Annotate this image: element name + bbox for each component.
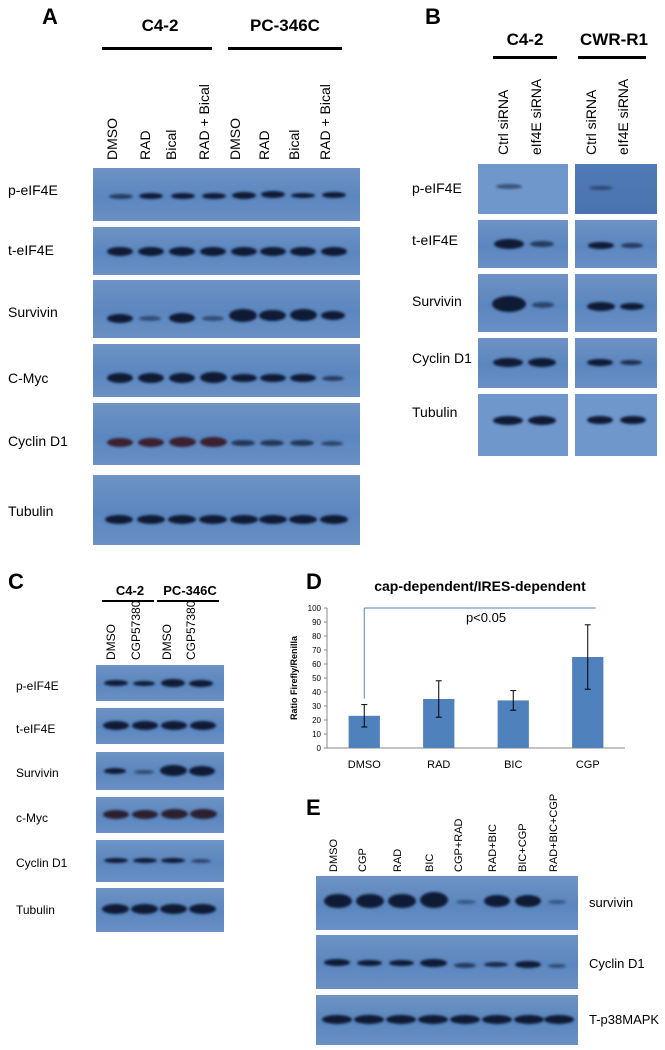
panel-e-lane-label: RAD bbox=[392, 848, 404, 872]
panel-b-blot-c42-p-eif4e bbox=[478, 164, 568, 214]
panel-e-lane-label: RAD+BIC bbox=[487, 824, 499, 872]
y-tick-label: 100 bbox=[308, 604, 322, 613]
panel-a-row-label: p-eIF4E bbox=[8, 182, 58, 198]
panel-b-group-cwr-r1: CWR-R1 bbox=[580, 30, 648, 49]
panel-c-row-label: Survivin bbox=[16, 766, 59, 780]
panel-a-group-pc346c: PC-346C bbox=[250, 16, 320, 35]
chart-title: cap-dependent/IRES-dependent bbox=[374, 578, 586, 594]
panel-c-blot-survivin bbox=[96, 752, 224, 790]
panel-e-lane-label: CGP bbox=[357, 848, 369, 872]
panel-a-row-label: Survivin bbox=[8, 304, 58, 320]
panel-e-blot-cyclin-d1 bbox=[316, 935, 578, 989]
panel-e-row-label: T-p38MAPK bbox=[589, 1012, 660, 1027]
panel-b-blot-c42-tubulin bbox=[478, 394, 568, 456]
panel-e-row-label: survivin bbox=[589, 895, 634, 910]
panel-c-row-label: c-Myc bbox=[16, 811, 48, 825]
panel-c-row-label: t-eIF4E bbox=[16, 722, 56, 736]
y-tick-label: 60 bbox=[312, 660, 321, 669]
panel-b-blot-c42-t-eif4e bbox=[478, 220, 568, 268]
panel-a-blot-p-eif4e bbox=[93, 168, 360, 221]
panel-c-underline-c42 bbox=[102, 600, 154, 602]
panel-c-blot-cyclin-d1 bbox=[96, 840, 224, 882]
panel-b-group-c42: C4-2 bbox=[506, 30, 544, 49]
panel-a-blot-cyclin-d1 bbox=[93, 403, 360, 465]
panel-a-blot-c-myc bbox=[93, 344, 360, 397]
panel-a-blot-survivin bbox=[93, 280, 360, 338]
panel-e-letter: E bbox=[306, 795, 321, 820]
panel-c-letter: C bbox=[8, 569, 24, 594]
panel-e-lane-label: BIC+CGP bbox=[517, 823, 529, 872]
panel-a-row-label: Cyclin D1 bbox=[8, 433, 68, 449]
p-value-annotation: p<0.05 bbox=[466, 610, 506, 625]
panel-c-row-label: p-eIF4E bbox=[16, 679, 59, 693]
y-tick-label: 70 bbox=[312, 646, 321, 655]
x-category-label: CGP bbox=[576, 759, 600, 771]
panel-b-row-label: Survivin bbox=[412, 293, 462, 309]
panel-c-group-c42: C4-2 bbox=[115, 583, 145, 598]
panel-b-blot-cwr-cyclin-d1 bbox=[575, 338, 657, 388]
panel-b-row-label: Tubulin bbox=[412, 404, 458, 420]
y-tick-label: 50 bbox=[312, 674, 321, 683]
y-tick-label: 90 bbox=[312, 618, 321, 627]
panel-c-row-label: Cyclin D1 bbox=[16, 856, 68, 870]
y-tick-label: 0 bbox=[317, 744, 322, 753]
panel-b-blot-cwr-p-eif4e bbox=[575, 164, 657, 214]
panel-a-underline-c42 bbox=[102, 47, 212, 50]
panel-b-row-label: p-eIF4E bbox=[412, 180, 462, 196]
y-tick-label: 30 bbox=[312, 702, 321, 711]
panel-c-row-label: Tubulin bbox=[16, 903, 55, 917]
panel-e-lane-label: BIC bbox=[424, 853, 436, 872]
panel-b-row-label: t-eIF4E bbox=[412, 232, 458, 248]
panel-c-underline-pc346c bbox=[157, 600, 219, 602]
panel-b-row-label: Cyclin D1 bbox=[412, 350, 472, 366]
panel-e-lane-label: CGP+RAD bbox=[453, 818, 465, 873]
panel-b-blot-c42-survivin bbox=[478, 274, 568, 332]
x-category-label: DMSO bbox=[348, 759, 381, 771]
x-category-label: RAD bbox=[427, 759, 450, 771]
y-axis-label: Ratio Firefly/Renilla bbox=[289, 635, 299, 720]
panel-b-blot-c42-cyclin-d1 bbox=[478, 338, 568, 388]
y-tick-label: 10 bbox=[312, 730, 321, 739]
panel-c-blot-t-eif4e bbox=[96, 708, 224, 744]
panel-b-blot-cwr-t-eif4e bbox=[575, 220, 657, 268]
panel-b-letter: B bbox=[425, 4, 441, 29]
panel-d-letter: D bbox=[306, 569, 322, 594]
panel-a-row-label: C-Myc bbox=[8, 370, 49, 386]
panel-a-group-c42: C4-2 bbox=[141, 16, 179, 35]
panel-e-lane-label: DMSO bbox=[328, 839, 340, 872]
y-tick-label: 40 bbox=[312, 688, 321, 697]
panel-e-blot-t-p38mapk bbox=[316, 995, 578, 1045]
y-tick-label: 80 bbox=[312, 632, 321, 641]
panel-c-blot-c-myc bbox=[96, 797, 224, 833]
panel-c-group-pc346c: PC-346C bbox=[163, 583, 217, 598]
panel-e-blot-survivin bbox=[316, 876, 578, 930]
panel-a-blot-t-eif4e bbox=[93, 227, 360, 275]
panel-c-blot-p-eif4e bbox=[96, 665, 224, 701]
panel-a-blot-tubulin bbox=[93, 475, 360, 545]
panel-a-row-label: t-eIF4E bbox=[8, 242, 54, 258]
panel-b-underline-cwr-r1 bbox=[578, 56, 646, 59]
panel-e-lane-label: RAD+BIC+CGP bbox=[548, 793, 560, 872]
panel-c-blot-tubulin bbox=[96, 888, 224, 932]
panel-a-underline-pc346c bbox=[228, 47, 342, 50]
panel-b-blot-cwr-tubulin bbox=[575, 394, 657, 456]
panel-b-blot-cwr-survivin bbox=[575, 274, 657, 332]
panel-b-underline-c42 bbox=[493, 56, 557, 59]
y-tick-label: 20 bbox=[312, 716, 321, 725]
panel-e-row-label: Cyclin D1 bbox=[589, 956, 645, 971]
panel-a-letter: A bbox=[42, 4, 58, 29]
panel-a-row-label: Tubulin bbox=[8, 503, 54, 519]
x-category-label: BIC bbox=[504, 759, 522, 771]
